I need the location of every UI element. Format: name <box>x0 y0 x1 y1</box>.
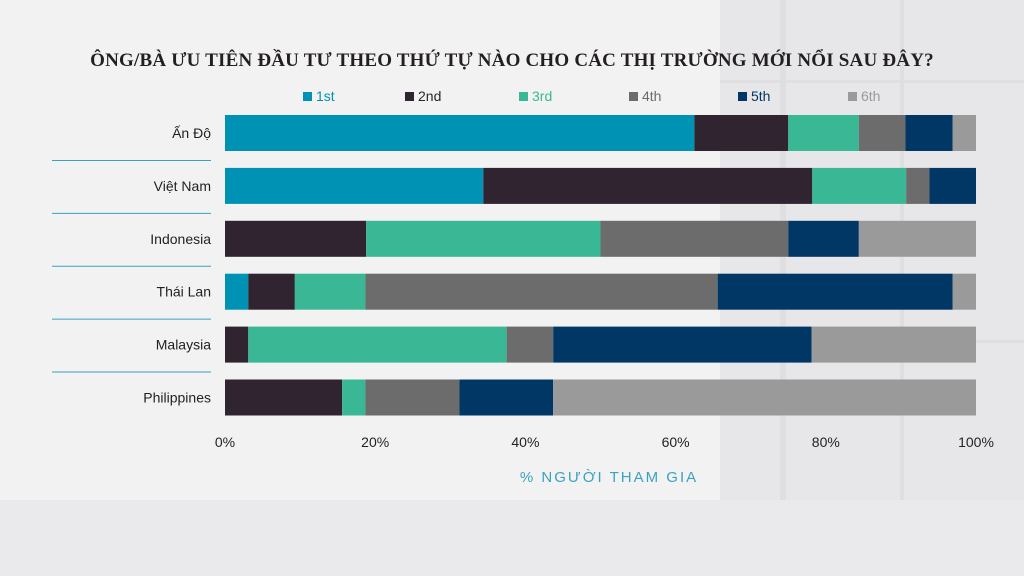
bar-segment <box>788 115 859 151</box>
bar-segment <box>365 273 718 310</box>
bar-segment <box>225 167 484 204</box>
legend-label: 2nd <box>418 88 441 104</box>
x-axis-title: % NGƯỜI THAM GIA <box>520 469 698 486</box>
bar-segment <box>929 167 976 204</box>
x-tick-label: 60% <box>662 434 690 450</box>
bar-segment <box>952 115 976 151</box>
category-label: Malaysia <box>156 337 211 353</box>
bar-segment <box>342 379 366 416</box>
legend-label: 4th <box>642 88 661 104</box>
category-label: Indonesia <box>150 231 211 247</box>
category-label: Ấn Độ <box>172 125 211 141</box>
bar-segment <box>483 167 813 204</box>
bar-segment <box>365 379 460 416</box>
bar-segment <box>600 220 789 257</box>
x-tick-label: 0% <box>215 434 235 450</box>
background-panel-bottom <box>0 500 1024 576</box>
bar-segment <box>553 379 976 416</box>
category-label: Thái Lan <box>157 284 211 300</box>
bar-segment <box>952 273 976 310</box>
bar-segment <box>717 273 953 310</box>
x-tick-label: 20% <box>361 434 389 450</box>
bar-segment <box>811 326 976 363</box>
legend-swatch <box>405 92 414 101</box>
chart-title: ÔNG/BÀ ƯU TIÊN ĐẦU TƯ THEO THỨ TỰ NÀO CH… <box>90 50 934 71</box>
bar-segment <box>553 326 812 363</box>
legend-swatch <box>629 92 638 101</box>
bar-segment <box>248 326 507 363</box>
bar-segment <box>225 220 367 257</box>
legend-label: 3rd <box>532 88 552 104</box>
bar-segment <box>905 115 953 151</box>
bar-segment <box>858 220 976 257</box>
category-label: Philippines <box>143 390 211 406</box>
bar-segment <box>459 379 554 416</box>
bar-segment <box>294 273 366 310</box>
x-tick-label: 80% <box>812 434 840 450</box>
bar-segment <box>694 115 789 151</box>
background-line <box>720 80 1024 83</box>
bar-segment <box>906 167 930 204</box>
legend-swatch <box>519 92 528 101</box>
bar-segment <box>506 326 554 363</box>
bar-segment <box>788 220 859 257</box>
legend-label: 6th <box>861 88 880 104</box>
legend-label: 5th <box>751 88 770 104</box>
bar-segment <box>812 167 907 204</box>
bar-segment <box>225 115 695 151</box>
x-tick-label: 100% <box>958 434 994 450</box>
legend-swatch <box>848 92 857 101</box>
legend-swatch <box>738 92 747 101</box>
legend-swatch <box>303 92 312 101</box>
bar-segment <box>858 115 906 151</box>
bar-segment <box>248 273 295 310</box>
bar-segment <box>366 220 601 257</box>
x-tick-label: 40% <box>511 434 539 450</box>
bar-segment <box>225 379 343 416</box>
legend-label: 1st <box>316 88 335 104</box>
bar-segment <box>225 326 249 363</box>
category-label: Việt Nam <box>154 178 211 194</box>
bar-segment <box>225 273 249 310</box>
